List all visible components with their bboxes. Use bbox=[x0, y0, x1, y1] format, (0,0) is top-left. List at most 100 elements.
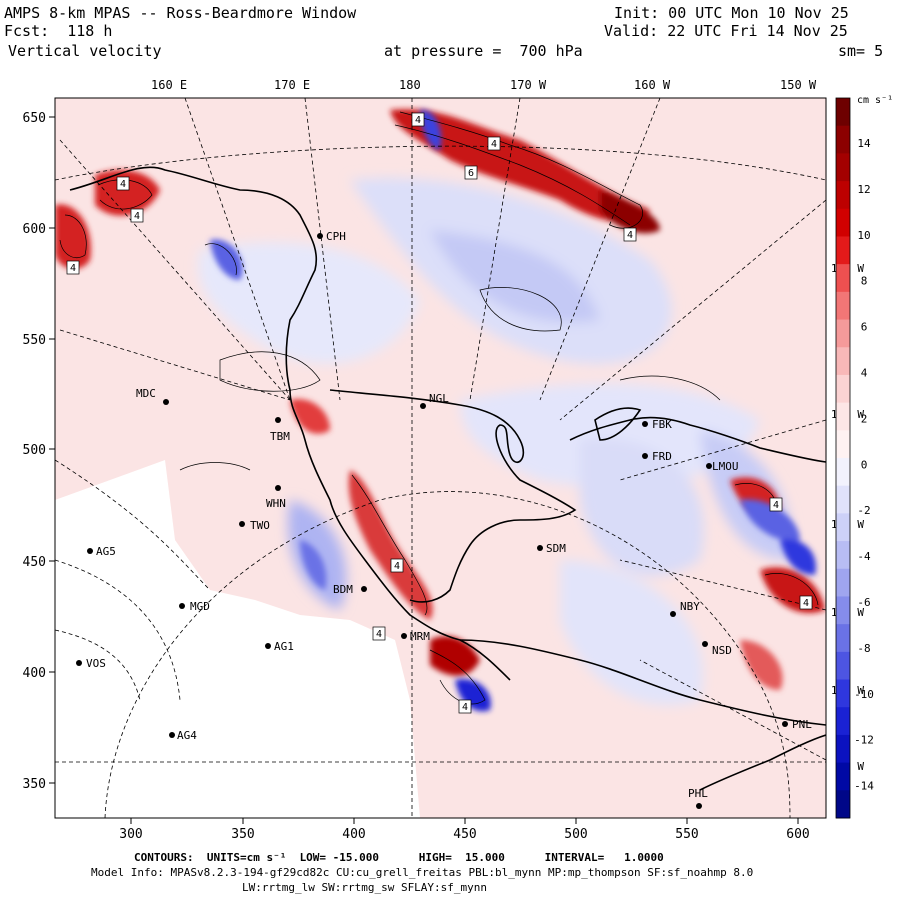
colorbar-unit: cm s⁻¹ bbox=[857, 95, 893, 106]
station-mrm: MRM bbox=[401, 630, 430, 643]
init-time: Init: 00 UTC Mon 10 Nov 25 bbox=[614, 4, 849, 22]
colorbar-segment bbox=[836, 319, 850, 348]
svg-text:NSD: NSD bbox=[712, 644, 732, 657]
colorbar-segment bbox=[836, 125, 850, 154]
svg-text:LMOU: LMOU bbox=[712, 460, 739, 473]
contour-labels: 4 4 4 4 4 6 4 4 4 4 4 4 bbox=[66, 112, 813, 714]
top-axis-label: 180 bbox=[399, 78, 421, 92]
svg-text:6: 6 bbox=[468, 168, 474, 179]
contour-box-label: 4 bbox=[411, 112, 425, 127]
station-pnl: PNL bbox=[782, 718, 812, 731]
bottom-axis-label: 600 bbox=[786, 827, 809, 842]
colorbar-segment bbox=[836, 291, 850, 321]
model-info: Model Info: MPASv8.2.3-194-gf29cd82c CU:… bbox=[91, 866, 754, 879]
svg-text:FRD: FRD bbox=[652, 450, 672, 463]
colorbar-tick-label: -10 bbox=[854, 688, 874, 701]
station-two: TWO bbox=[239, 519, 270, 532]
bottom-axis-label: 550 bbox=[675, 827, 698, 842]
station-ag4: AG4 bbox=[169, 729, 197, 742]
contour-box-label: 4 bbox=[487, 136, 501, 151]
svg-text:NBY: NBY bbox=[680, 600, 700, 613]
svg-text:TBM: TBM bbox=[270, 430, 290, 443]
top-axis-label: 160 E bbox=[151, 78, 187, 92]
colorbar-tick-label: -14 bbox=[854, 780, 874, 793]
contour-box-label: 6 bbox=[464, 165, 478, 180]
colorbar-border bbox=[835, 97, 851, 819]
svg-text:4: 4 bbox=[376, 629, 382, 640]
station-layer: CPH MDC NGL TBM FBK FRD LMOU WHN TWO AG5… bbox=[76, 230, 812, 809]
contour-box-label: 4 bbox=[458, 699, 472, 714]
colorbar-segment bbox=[836, 596, 850, 625]
colorbar-segment bbox=[836, 485, 850, 514]
station-ag5: AG5 bbox=[87, 545, 116, 558]
colorbar-segment bbox=[836, 208, 850, 237]
station-lmou: LMOU bbox=[706, 460, 739, 473]
colorbar bbox=[836, 98, 850, 819]
svg-text:VOS: VOS bbox=[86, 657, 106, 670]
colorbar-segment bbox=[836, 430, 850, 459]
contour-info: CONTOURS: UNITS=cm s⁻¹ LOW= -15.000 HIGH… bbox=[134, 851, 664, 864]
station-whn: WHN bbox=[266, 485, 286, 510]
colorbar-segment bbox=[836, 707, 850, 736]
top-axis-label: 150 W bbox=[780, 78, 817, 92]
svg-text:TWO: TWO bbox=[250, 519, 270, 532]
svg-text:NGL: NGL bbox=[429, 392, 449, 405]
svg-text:4: 4 bbox=[415, 115, 421, 126]
svg-text:MDC: MDC bbox=[136, 387, 156, 400]
colorbar-tick-label: -8 bbox=[857, 642, 870, 655]
svg-text:4: 4 bbox=[627, 230, 633, 241]
svg-text:CPH: CPH bbox=[326, 230, 346, 243]
vertical-velocity-field bbox=[55, 98, 826, 818]
colorbar-segment bbox=[836, 790, 850, 819]
colorbar-tick-label: 2 bbox=[861, 412, 868, 425]
physics-info: LW:rrtmg_lw SW:rrtmg_sw SFLAY:sf_mynn bbox=[242, 881, 488, 894]
svg-text:4: 4 bbox=[773, 500, 779, 511]
colorbar-segment bbox=[836, 402, 850, 431]
svg-text:MGD: MGD bbox=[190, 600, 210, 613]
svg-text:4: 4 bbox=[462, 702, 468, 713]
smoothing: sm= 5 bbox=[838, 42, 884, 60]
colorbar-segment bbox=[836, 458, 850, 487]
svg-text:SDM: SDM bbox=[546, 542, 566, 555]
svg-text:PHL: PHL bbox=[688, 787, 708, 800]
coastline bbox=[69, 166, 826, 791]
station-frd: FRD bbox=[642, 450, 672, 463]
colorbar-tick-label: 14 bbox=[857, 137, 871, 150]
bottom-axis-label: 450 bbox=[453, 827, 476, 842]
field-name: Vertical velocity bbox=[8, 42, 162, 60]
left-axis-label: 350 bbox=[23, 777, 46, 792]
svg-text:4: 4 bbox=[70, 263, 76, 274]
station-nby: NBY bbox=[670, 600, 700, 617]
colorbar-segment bbox=[836, 347, 850, 376]
station-tbm: TBM bbox=[270, 417, 290, 443]
colorbar-segment bbox=[836, 236, 850, 265]
left-axis-label: 450 bbox=[23, 555, 46, 570]
contour-box-label: 4 bbox=[130, 208, 144, 223]
colorbar-segment bbox=[836, 374, 850, 404]
left-axis-label: 500 bbox=[23, 443, 46, 458]
left-axis-label: 600 bbox=[23, 222, 46, 237]
colorbar-segment bbox=[836, 264, 850, 293]
pressure-level: at pressure = 700 hPa bbox=[384, 42, 583, 60]
colorbar-segment bbox=[836, 541, 850, 570]
station-vos: VOS bbox=[76, 657, 106, 670]
svg-text:MRM: MRM bbox=[410, 630, 430, 643]
left-axis-label: 550 bbox=[23, 333, 46, 348]
station-ag1: AG1 bbox=[265, 640, 294, 653]
colorbar-segment bbox=[836, 568, 850, 597]
top-axis-label: 170 W bbox=[510, 78, 547, 92]
colorbar-tick-label: 12 bbox=[857, 183, 870, 196]
bottom-axis-label: 500 bbox=[564, 827, 587, 842]
svg-text:PNL: PNL bbox=[792, 718, 812, 731]
svg-text:AG5: AG5 bbox=[96, 545, 116, 558]
svg-text:4: 4 bbox=[394, 561, 400, 572]
contour-box-label: 4 bbox=[623, 227, 637, 242]
bottom-axis-label: 300 bbox=[119, 827, 142, 842]
forecast-hour: Fcst: 118 h bbox=[4, 22, 113, 40]
colorbar-tick-label: 4 bbox=[861, 367, 868, 380]
svg-text:4: 4 bbox=[803, 598, 809, 609]
map-border bbox=[54, 97, 827, 819]
bottom-axis-label: 350 bbox=[231, 827, 254, 842]
left-axis-label: 400 bbox=[23, 666, 46, 681]
contour-box-label: 4 bbox=[390, 558, 404, 573]
